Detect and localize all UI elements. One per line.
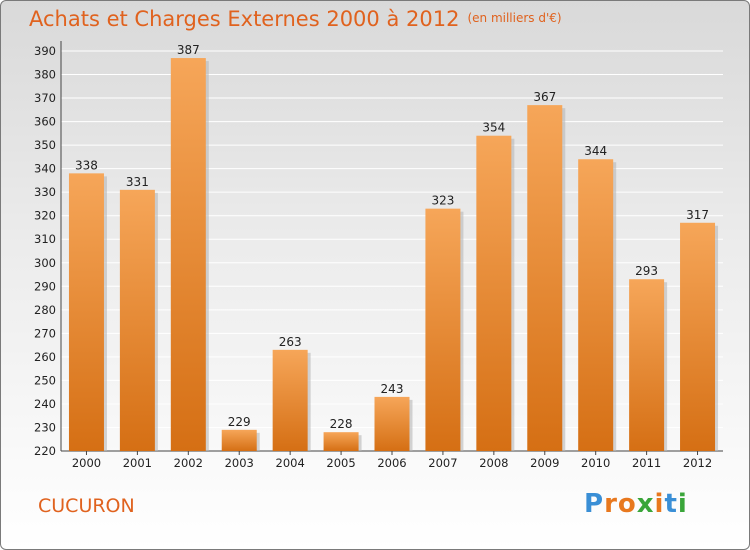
bar — [629, 279, 665, 451]
bar — [527, 105, 563, 451]
x-tick-label: 2005 — [326, 456, 355, 470]
x-tick-label: 2006 — [377, 456, 406, 470]
logo-letter: x — [636, 489, 655, 519]
data-label: 338 — [75, 158, 98, 172]
y-tick-label: 220 — [34, 444, 56, 458]
x-tick-label: 2011 — [632, 456, 661, 470]
bar — [272, 349, 308, 451]
bar — [425, 208, 461, 451]
data-label: 323 — [431, 194, 454, 208]
bar — [323, 432, 359, 451]
x-tick-label: 2002 — [174, 456, 203, 470]
x-tick-label: 2003 — [225, 456, 254, 470]
logo-letter: t — [664, 489, 678, 519]
y-tick-label: 360 — [34, 115, 56, 129]
y-tick-label: 330 — [34, 185, 56, 199]
data-label: 263 — [279, 335, 302, 349]
bar — [119, 189, 155, 451]
logo-letter: o — [617, 489, 637, 519]
y-tick-label: 320 — [34, 209, 56, 223]
y-tick-label: 390 — [34, 44, 56, 58]
y-tick-label: 340 — [34, 162, 56, 176]
x-tick-label: 2000 — [72, 456, 101, 470]
x-tick-label: 2004 — [276, 456, 305, 470]
logo-letter: P — [584, 489, 605, 519]
x-tick-label: 2010 — [581, 456, 610, 470]
bar — [680, 222, 716, 451]
bar — [476, 135, 512, 452]
chart-title: Achats et Charges Externes 2000 à 2012 (e… — [29, 7, 562, 31]
data-label: 317 — [686, 208, 709, 222]
bar — [221, 429, 257, 451]
data-label: 367 — [533, 90, 556, 104]
y-tick-label: 290 — [34, 279, 56, 293]
data-label: 229 — [228, 415, 251, 429]
bar — [68, 173, 104, 451]
data-label: 228 — [330, 417, 353, 431]
bar — [170, 58, 206, 451]
location-label: CUCURON — [38, 495, 135, 517]
x-tick-label: 2001 — [123, 456, 152, 470]
logo-letter: r — [604, 489, 618, 519]
bar — [374, 396, 410, 451]
data-label: 387 — [177, 43, 200, 57]
y-tick-label: 240 — [34, 397, 56, 411]
unit-label: (en milliers d'€) — [467, 11, 562, 25]
y-tick-label: 310 — [34, 232, 56, 246]
logo-letter: i — [677, 489, 688, 519]
bar — [578, 159, 614, 451]
title-text: Achats et Charges Externes 2000 à 2012 — [29, 7, 460, 31]
y-tick-label: 230 — [34, 420, 56, 434]
x-tick-label: 2008 — [479, 456, 508, 470]
data-label: 344 — [584, 144, 607, 158]
x-tick-label: 2009 — [530, 456, 559, 470]
y-tick-label: 300 — [34, 256, 56, 270]
y-tick-label: 250 — [34, 373, 56, 387]
data-label: 243 — [381, 382, 404, 396]
y-tick-label: 260 — [34, 350, 56, 364]
y-tick-label: 370 — [34, 91, 56, 105]
data-label: 331 — [126, 175, 149, 189]
y-tick-label: 270 — [34, 326, 56, 340]
y-tick-label: 350 — [34, 138, 56, 152]
data-label: 293 — [635, 264, 658, 278]
x-tick-label: 2012 — [683, 456, 712, 470]
y-tick-label: 380 — [34, 68, 56, 82]
y-tick-label: 280 — [34, 303, 56, 317]
data-label: 354 — [482, 121, 505, 135]
logo-letter: i — [654, 489, 665, 519]
x-tick-label: 2007 — [428, 456, 457, 470]
